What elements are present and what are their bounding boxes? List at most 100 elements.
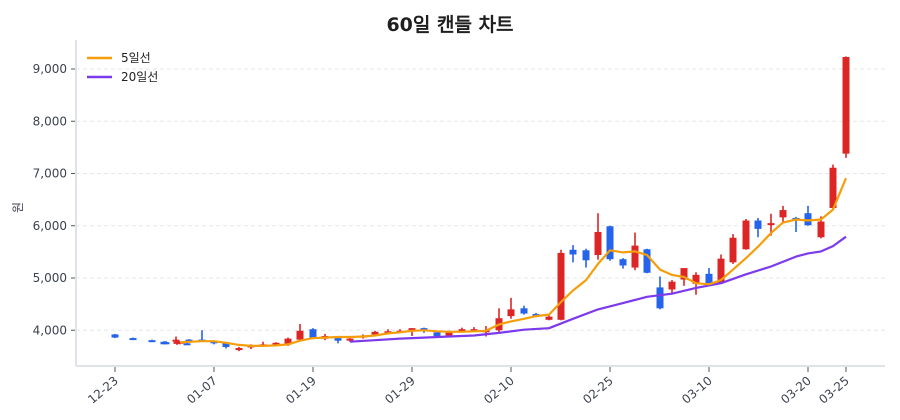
- x-tick-label: 01-19: [283, 374, 319, 407]
- candle-body: [222, 342, 230, 347]
- candle-body: [185, 339, 193, 342]
- x-tick-label: 12-23: [85, 374, 121, 407]
- candle-down: [754, 217, 762, 238]
- candle-down: [198, 330, 206, 342]
- candle-up: [173, 341, 181, 345]
- legend-label: 5일선: [121, 51, 151, 65]
- y-tick-label: 9,000: [33, 62, 67, 76]
- candle-body: [172, 339, 180, 342]
- candle-body: [619, 259, 627, 266]
- candle-body: [520, 308, 528, 314]
- candle-up: [235, 346, 243, 352]
- candle-body: [284, 338, 292, 345]
- candle-body: [173, 341, 181, 344]
- candle-up: [729, 234, 737, 264]
- candle-body: [235, 348, 243, 351]
- x-tick-label: 03-20: [778, 374, 814, 407]
- candle-down: [520, 305, 528, 315]
- candle-body: [408, 328, 416, 331]
- legend: 5일선 20일선: [87, 51, 158, 84]
- candle-down: [606, 225, 614, 261]
- candle-down: [804, 205, 812, 226]
- candle-down: [656, 276, 664, 310]
- candle-body: [557, 252, 565, 320]
- candle-body: [779, 210, 787, 218]
- candle-up: [717, 254, 725, 284]
- x-tick-label: 03-10: [679, 374, 715, 407]
- candle-up: [408, 328, 416, 336]
- candle-down: [185, 339, 193, 342]
- x-tick-label: 01-07: [184, 374, 220, 407]
- candle-body: [433, 332, 441, 336]
- candle-down: [619, 258, 627, 269]
- x-tick-label: 02-10: [481, 374, 517, 407]
- chart-title: 60일 캔들 차트: [386, 14, 514, 36]
- candle-body: [334, 338, 342, 341]
- candle-body: [309, 329, 317, 339]
- candle-down: [569, 245, 577, 263]
- y-axis-label: 원: [11, 202, 25, 213]
- candle-up: [557, 249, 565, 321]
- gridlines: [76, 68, 885, 331]
- candle-down: [129, 337, 137, 341]
- candle-down: [160, 341, 168, 344]
- candle-body: [160, 341, 168, 344]
- moving-average-lines: [179, 177, 848, 347]
- candle-body: [606, 226, 614, 260]
- candle-body: [767, 223, 775, 226]
- candle-body: [545, 316, 553, 320]
- candle-up: [668, 280, 676, 294]
- x-tick-label: 03-25: [816, 374, 852, 407]
- candle-body: [594, 232, 602, 256]
- candle-up: [680, 268, 688, 286]
- candle-up: [296, 323, 304, 341]
- candle-body: [842, 56, 850, 154]
- candle-body: [148, 340, 156, 343]
- candle-body: [445, 331, 453, 336]
- candle-body: [754, 220, 762, 229]
- candle-body: [668, 281, 676, 290]
- candle-body: [111, 334, 119, 338]
- candle-body: [272, 342, 280, 345]
- y-tick-label: 7,000: [33, 167, 67, 181]
- candle-body: [804, 213, 812, 226]
- candle-body: [680, 268, 688, 280]
- candle-body: [705, 273, 713, 284]
- y-tick-label: 4,000: [33, 323, 67, 337]
- candle-body: [384, 331, 392, 334]
- candle-up: [507, 297, 515, 319]
- ma20-line: [349, 235, 847, 343]
- candle-up: [842, 56, 850, 158]
- candle-body: [643, 249, 651, 273]
- candle-body: [729, 237, 737, 263]
- candle-body: [717, 258, 725, 284]
- candle-body: [458, 329, 466, 332]
- candle-body: [829, 167, 837, 208]
- y-tick-label: 8,000: [33, 114, 67, 128]
- candle-body: [817, 221, 825, 238]
- candle-up: [779, 205, 787, 223]
- candle-up: [172, 336, 180, 343]
- y-tick-label: 5,000: [33, 271, 67, 285]
- candle-down: [643, 248, 651, 274]
- candle-up: [829, 164, 837, 211]
- candle-down: [148, 339, 156, 343]
- candle-body: [296, 330, 304, 340]
- candle-down: [705, 268, 713, 285]
- candle-body: [656, 287, 664, 309]
- ma5-line: [179, 177, 848, 347]
- candle-body: [183, 343, 191, 346]
- axes: 4,000 5,000 6,000 7,000 8,000 9,000 원 12-23 01-0…: [11, 40, 885, 407]
- candle-body: [569, 249, 577, 255]
- candle-body: [371, 331, 379, 335]
- x-tick-label: 01-29: [382, 374, 418, 407]
- candle-up: [495, 308, 503, 333]
- candles: [111, 56, 850, 352]
- y-tick-label: 6,000: [33, 219, 67, 233]
- candle-body: [129, 338, 137, 341]
- candle-body: [742, 220, 750, 250]
- candle-up: [594, 213, 602, 260]
- candle-body: [692, 274, 700, 284]
